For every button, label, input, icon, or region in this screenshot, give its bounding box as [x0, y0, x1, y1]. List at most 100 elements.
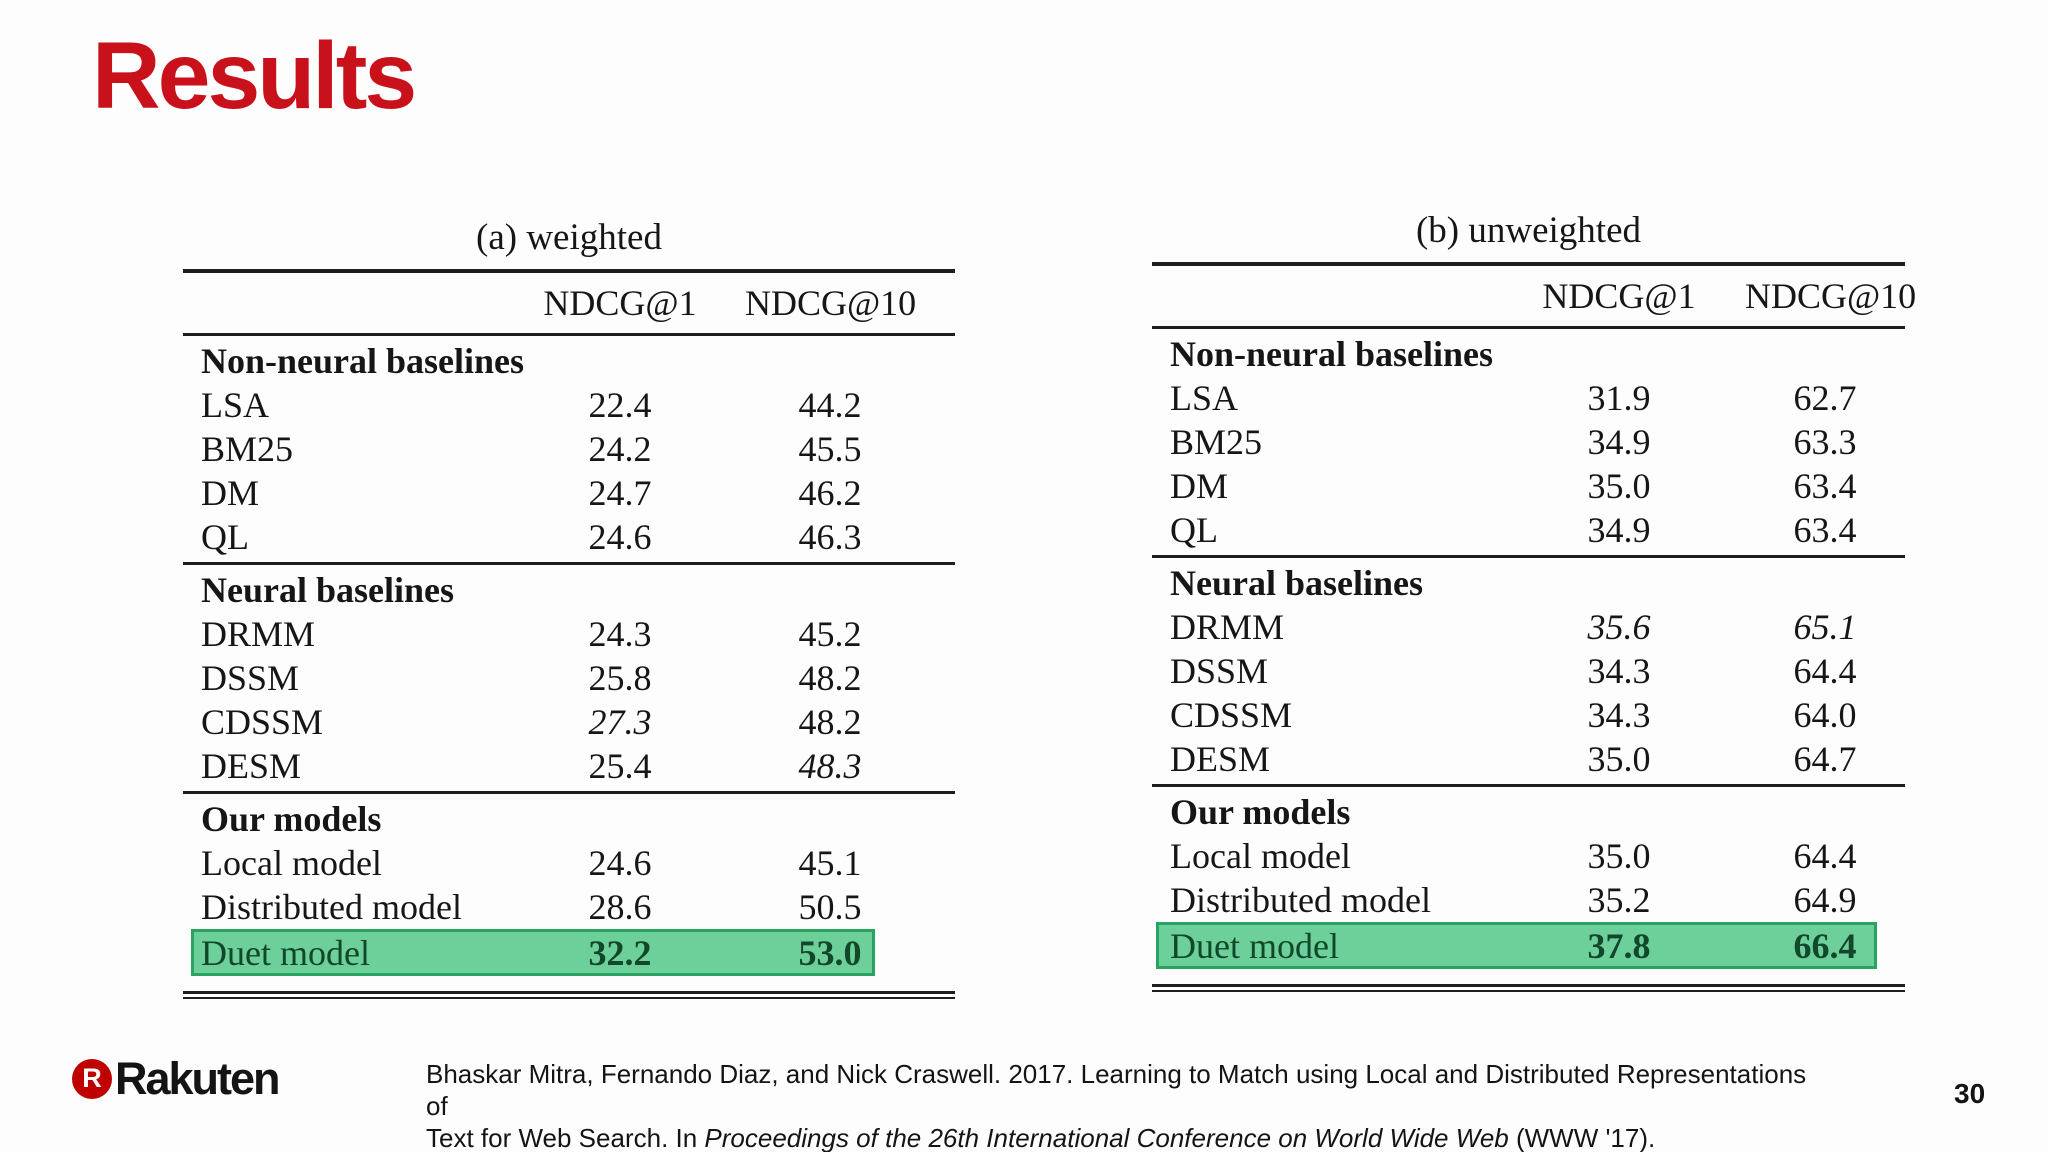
row-label: LSA: [201, 385, 270, 425]
section-non-neural-baselines: Non-neural baselines LSA 22.4 44.2 BM25 …: [183, 336, 955, 562]
table-row-duet-highlighted: Duet model 32.2 53.0: [183, 929, 955, 976]
row-label: Duet model: [1170, 925, 1339, 966]
table-rule: [183, 991, 955, 999]
ndcg1-value: 34.3: [1587, 651, 1651, 691]
row-label: CDSSM: [1170, 695, 1293, 735]
table-rule: [1152, 555, 1905, 558]
table-row: QL 24.6 46.3: [183, 515, 955, 559]
table-row: DM 24.7 46.2: [183, 471, 955, 515]
table-row: QL 34.9 63.4: [1152, 508, 1905, 552]
ndcg1-value: 34.9: [1587, 510, 1651, 550]
ndcg10-value: 63.3: [1793, 422, 1857, 462]
ndcg1-value: 35.0: [1587, 466, 1651, 506]
page-number: 30: [1954, 1078, 1986, 1109]
column-header-ndcg1: NDCG@1: [1542, 276, 1696, 316]
ndcg1-value: 24.6: [588, 843, 652, 883]
table-a-header-row: NDCG@1 NDCG@10: [183, 273, 955, 333]
section-heading-row: Our models: [1152, 790, 1905, 834]
ndcg1-value: 35.6: [1587, 607, 1651, 647]
citation-line1: Bhaskar Mitra, Fernando Diaz, and Nick C…: [426, 1059, 1807, 1121]
ndcg10-value: 63.4: [1793, 466, 1857, 506]
table-row: Distributed model 35.2 64.9: [1152, 878, 1905, 922]
rakuten-r-icon: R: [72, 1058, 112, 1099]
row-label: DM: [201, 473, 260, 513]
table-rule: [1152, 984, 1905, 992]
ndcg1-value: 34.3: [1587, 695, 1651, 735]
table-row: LSA 31.9 62.7: [1152, 376, 1905, 420]
section-our-models: Our models Local model 24.6 45.1 Distrib…: [183, 794, 955, 979]
ndcg10-value: 62.7: [1793, 378, 1857, 418]
page-title: Results: [92, 23, 417, 129]
section-neural-baselines: Neural baselines DRMM 24.3 45.2 DSSM 25.…: [183, 565, 955, 791]
table-row: DRMM 24.3 45.2: [183, 612, 955, 656]
ndcg10-value: 64.7: [1793, 739, 1857, 779]
table-row-duet-highlighted: Duet model 37.8 66.4: [1152, 922, 1905, 969]
table-row: DSSM 25.8 48.2: [183, 656, 955, 700]
row-label: DESM: [201, 746, 302, 786]
ndcg10-value: 45.2: [798, 614, 862, 654]
row-label: DSSM: [1170, 651, 1269, 691]
section-heading-row: Neural baselines: [1152, 561, 1905, 605]
table-rule: [183, 333, 955, 336]
row-label: QL: [201, 517, 249, 557]
ndcg10-value: 45.5: [798, 429, 862, 469]
citation-proceedings-italic: Proceedings of the 26th International Co…: [704, 1123, 1509, 1152]
row-label: DSSM: [201, 658, 300, 698]
table-row: Distributed model 28.6 50.5: [183, 885, 955, 929]
table-rule: [1152, 262, 1905, 266]
row-label: BM25: [201, 429, 294, 469]
section-heading-row: Non-neural baselines: [183, 339, 955, 383]
spacer: [183, 979, 955, 991]
section-heading-row: Our models: [183, 797, 955, 841]
rakuten-wordmark: Rakuten: [115, 1053, 281, 1104]
ndcg1-value: 24.2: [588, 429, 652, 469]
ndcg10-value: 64.4: [1793, 651, 1857, 691]
ndcg10-value: 50.5: [798, 887, 862, 927]
table-row: DESM 25.4 48.3: [183, 744, 955, 788]
ndcg1-value: 24.3: [588, 614, 652, 654]
row-label: Distributed model: [1170, 880, 1431, 920]
ndcg10-value: 64.4: [1793, 836, 1857, 876]
column-header-ndcg1: NDCG@1: [543, 283, 697, 323]
citation-line2-suffix: (WWW '17).: [1508, 1123, 1656, 1152]
row-label: DRMM: [201, 614, 316, 654]
section-heading: Neural baselines: [1170, 563, 1424, 603]
row-label: Duet model: [201, 932, 370, 973]
column-header-ndcg10: NDCG@10: [745, 283, 917, 323]
ndcg1-value: 34.9: [1587, 422, 1651, 462]
row-label: BM25: [1170, 422, 1263, 462]
ndcg10-value: 64.0: [1793, 695, 1857, 735]
table-row: DESM 35.0 64.7: [1152, 737, 1905, 781]
section-heading: Non-neural baselines: [201, 341, 525, 381]
ndcg10-value: 64.9: [1793, 880, 1857, 920]
row-label: DM: [1170, 466, 1229, 506]
ndcg10-value: 46.3: [798, 517, 862, 557]
citation-line2-prefix: Text for Web Search. In: [426, 1123, 705, 1152]
row-label: Local model: [1170, 836, 1351, 876]
section-heading: Non-neural baselines: [1170, 334, 1494, 374]
section-non-neural-baselines: Non-neural baselines LSA 31.9 62.7 BM25 …: [1152, 329, 1905, 555]
table-row: Local model 35.0 64.4: [1152, 834, 1905, 878]
ndcg10-value: 46.2: [798, 473, 862, 513]
ndcg10-value: 65.1: [1793, 607, 1857, 647]
row-label: DRMM: [1170, 607, 1285, 647]
row-label: DESM: [1170, 739, 1271, 779]
ndcg10-value: 48.3: [798, 746, 862, 786]
ndcg1-value: 28.6: [588, 887, 652, 927]
ndcg1-value: 22.4: [588, 385, 652, 425]
section-heading-row: Non-neural baselines: [1152, 332, 1905, 376]
section-heading: Neural baselines: [201, 570, 455, 610]
results-table-unweighted: (b) unweighted NDCG@1 NDCG@10 Non-neural…: [1152, 198, 1917, 992]
section-our-models: Our models Local model 35.0 64.4 Distrib…: [1152, 787, 1905, 972]
ndcg1-value: 35.0: [1587, 836, 1651, 876]
ndcg10-value: 53.0: [798, 932, 862, 973]
ndcg1-value: 27.3: [588, 702, 652, 742]
table-b-header-row: NDCG@1 NDCG@10: [1152, 266, 1917, 326]
table-rule: [1152, 326, 1905, 329]
table-row: CDSSM 27.3 48.2: [183, 700, 955, 744]
row-label: Local model: [201, 843, 382, 883]
spacer: [1152, 972, 1905, 984]
column-header-ndcg10: NDCG@10: [1745, 276, 1917, 316]
rakuten-logo: R Rakuten: [72, 1053, 281, 1104]
